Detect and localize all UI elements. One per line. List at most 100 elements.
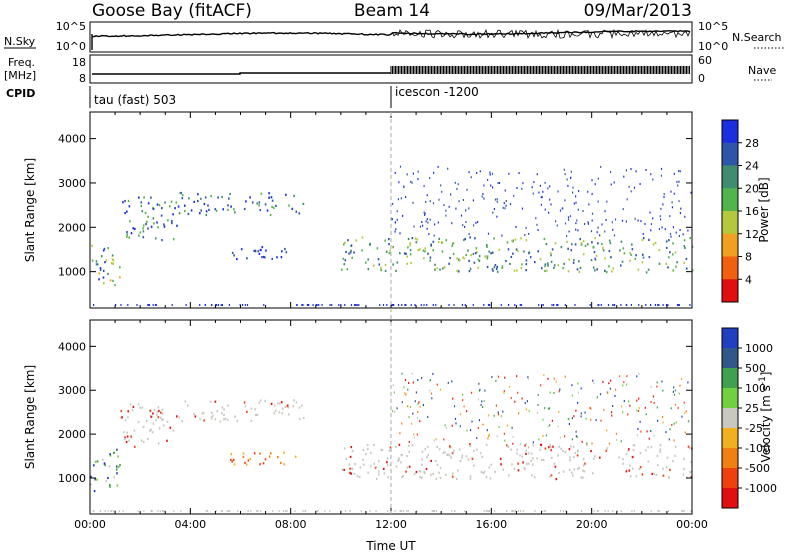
power-echo-cell: [386, 304, 388, 306]
power-echo-cell: [181, 197, 184, 200]
power-echo-cell: [549, 252, 552, 255]
velocity-echo-cell: [658, 510, 660, 512]
velocity-echo-cell: [620, 440, 622, 443]
velocity-echo-cell: [524, 444, 526, 447]
power-echo-cell: [685, 267, 688, 270]
power-echo-cell: [550, 254, 552, 257]
power-echo-cell: [597, 226, 599, 229]
power-echo-cell: [531, 186, 533, 189]
power-echo-cell: [152, 304, 154, 306]
power-echo-cell: [429, 218, 431, 221]
velocity-echo-cell: [224, 417, 227, 420]
power-echo-cell: [539, 258, 542, 261]
power-echo-cell: [500, 304, 502, 306]
power-echo-cell: [301, 304, 303, 306]
power-echo-cell: [513, 269, 516, 272]
power-colorbar-tick-label: 4: [745, 273, 752, 286]
time-tick-label: 20:00: [576, 518, 608, 531]
power-echo-cell: [544, 208, 546, 211]
power-echo-cell: [413, 225, 415, 228]
power-echo-cell: [597, 242, 599, 245]
power-echo-cell: [509, 262, 511, 265]
power-echo-cell: [199, 212, 201, 215]
power-echo-cell: [284, 247, 286, 251]
velocity-echo-cell: [405, 393, 407, 396]
velocity-echo-cell: [673, 393, 676, 396]
power-echo-cell: [423, 257, 425, 260]
velocity-echo-cell: [547, 377, 549, 380]
velocity-echo-cell: [469, 443, 471, 446]
velocity-echo-cell: [400, 453, 403, 456]
velocity-echo-cell: [519, 454, 521, 457]
power-echo-cell: [178, 212, 181, 215]
power-echo-cell: [610, 183, 612, 186]
power-echo-cell: [410, 304, 412, 306]
velocity-echo-cell: [348, 463, 351, 466]
power-echo-cell: [156, 221, 158, 224]
velocity-echo-cell: [90, 475, 92, 478]
power-echo-cell: [594, 259, 597, 262]
velocity-echo-cell: [545, 434, 547, 437]
power-echo-cell: [634, 257, 637, 260]
power-echo-cell: [369, 243, 371, 246]
power-echo-cell: [152, 207, 155, 211]
velocity-echo-cell: [470, 391, 473, 394]
velocity-echo-cell: [373, 443, 375, 447]
power-echo-cell: [610, 256, 612, 259]
power-echo-cell: [537, 229, 539, 231]
power-echo-cell: [623, 175, 625, 178]
velocity-echo-cell: [394, 510, 396, 512]
power-echo-cell: [414, 237, 417, 240]
velocity-echo-cell: [126, 431, 128, 434]
velocity-echo-cell: [486, 510, 488, 512]
velocity-echo-cell: [641, 473, 644, 476]
velocity-echo-cell: [610, 379, 612, 382]
velocity-echo-cell: [405, 470, 407, 473]
velocity-echo-cell: [582, 469, 584, 472]
velocity-echo-cell: [259, 399, 262, 402]
power-echo-cell: [399, 232, 401, 235]
power-echo-cell: [668, 256, 670, 259]
power-echo-cell: [490, 252, 492, 255]
velocity-echo-cell: [572, 445, 575, 448]
velocity-echo-cell: [559, 436, 561, 439]
power-echo-cell: [614, 218, 617, 221]
power-echo-cell: [405, 252, 407, 255]
power-echo-cell: [391, 304, 393, 306]
power-echo-cell: [630, 304, 632, 306]
power-colorbar-tick-label: 12: [745, 228, 759, 241]
velocity-echo-cell: [618, 456, 620, 459]
velocity-echo-cell: [367, 471, 369, 474]
velocity-echo-cell: [419, 470, 422, 473]
time-tick-label: 08:00: [275, 518, 307, 531]
velocity-echo-cell: [517, 469, 520, 472]
power-echo-cell: [620, 304, 622, 306]
velocity-echo-cell: [629, 475, 632, 478]
velocity-echo-cell: [647, 446, 649, 449]
velocity-echo-cell: [414, 400, 416, 403]
velocity-echo-cell: [685, 476, 688, 479]
power-echo-cell: [145, 223, 147, 226]
velocity-echo-cell: [417, 379, 419, 381]
power-echo-cell: [474, 252, 477, 255]
power-echo-cell: [350, 249, 352, 252]
power-echo-cell: [257, 250, 260, 253]
nsky-frame: [89, 21, 693, 53]
power-echo-cell: [398, 181, 400, 184]
power-echo-cell: [597, 200, 599, 203]
velocity-echo-cell: [406, 466, 409, 469]
velocity-echo-cell: [602, 380, 604, 383]
power-echo-cell: [148, 304, 150, 306]
power-echo-cell: [421, 221, 423, 223]
velocity-echo-cell: [681, 510, 683, 512]
velocity-echo-cell: [103, 462, 106, 465]
power-echo-cell: [434, 223, 436, 226]
power-echo-cell: [388, 238, 390, 241]
velocity-echo-cell: [363, 463, 365, 466]
power-echo-cell: [509, 203, 512, 205]
velocity-echo-cell: [153, 409, 156, 412]
velocity-echo-cell: [360, 510, 362, 512]
power-echo-cell: [193, 200, 195, 203]
power-echo-cell: [535, 217, 537, 220]
velocity-echo-cell: [417, 411, 419, 413]
